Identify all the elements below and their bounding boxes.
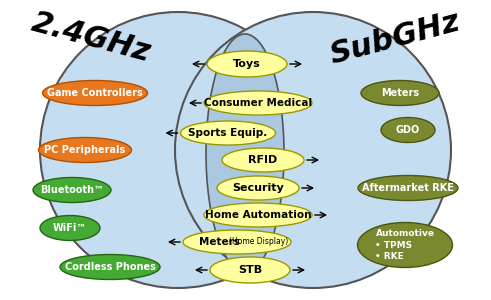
Ellipse shape — [358, 176, 458, 200]
Circle shape — [40, 12, 316, 288]
Text: SubGHz: SubGHz — [326, 7, 463, 69]
Ellipse shape — [38, 137, 132, 163]
Ellipse shape — [181, 121, 275, 145]
Text: Home Automation: Home Automation — [205, 210, 311, 220]
Text: Automotive
• TPMS
• RKE: Automotive • TPMS • RKE — [376, 230, 435, 261]
Ellipse shape — [210, 257, 290, 283]
Ellipse shape — [60, 254, 160, 280]
Text: GDO: GDO — [396, 125, 420, 135]
Text: Cordless Phones: Cordless Phones — [64, 262, 156, 272]
Text: Consumer Medical: Consumer Medical — [204, 98, 312, 108]
Text: Toys: Toys — [233, 59, 261, 69]
Text: Meters: Meters — [381, 88, 419, 98]
Ellipse shape — [204, 91, 312, 115]
Text: 2.4GHz: 2.4GHz — [28, 8, 154, 68]
Ellipse shape — [204, 203, 312, 227]
Text: Sports Equip.: Sports Equip. — [189, 128, 268, 138]
Text: RFID: RFID — [248, 155, 277, 165]
Ellipse shape — [222, 148, 304, 172]
Text: (Home Display): (Home Display) — [229, 238, 289, 247]
Ellipse shape — [381, 118, 435, 142]
Ellipse shape — [33, 178, 111, 203]
Text: WiFi™: WiFi™ — [53, 223, 87, 233]
Text: STB: STB — [238, 265, 262, 275]
Ellipse shape — [183, 230, 291, 254]
Text: Game Controllers: Game Controllers — [47, 88, 143, 98]
Text: Security: Security — [232, 183, 284, 193]
Ellipse shape — [40, 215, 100, 241]
Ellipse shape — [207, 51, 287, 77]
Ellipse shape — [217, 176, 299, 200]
Ellipse shape — [43, 80, 147, 106]
Ellipse shape — [361, 80, 439, 106]
Text: Bluetooth™: Bluetooth™ — [40, 185, 104, 195]
Text: Aftermarket RKE: Aftermarket RKE — [362, 183, 454, 193]
Text: PC Peripherals: PC Peripherals — [44, 145, 126, 155]
Ellipse shape — [206, 34, 284, 272]
Ellipse shape — [357, 223, 453, 268]
Circle shape — [175, 12, 451, 288]
Text: Meters: Meters — [198, 237, 240, 247]
